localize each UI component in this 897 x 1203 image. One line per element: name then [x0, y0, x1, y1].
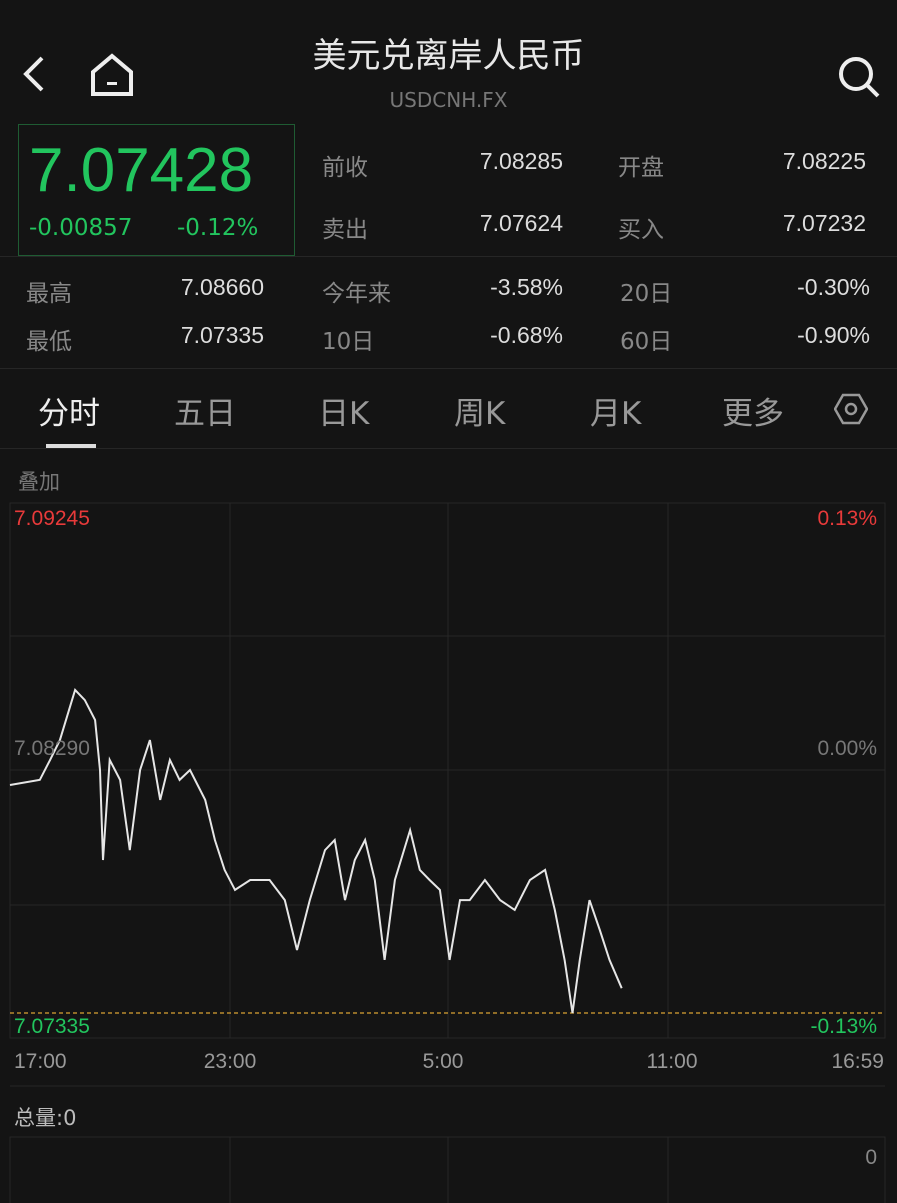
search-button[interactable] [836, 54, 882, 104]
hexagon-settings-icon [833, 393, 869, 425]
tab-0[interactable]: 分时 [38, 396, 100, 432]
price-change-pct: -0.12% [177, 215, 259, 241]
stat-value: -3.58% [490, 274, 563, 300]
divider [0, 256, 897, 257]
stat-label: 最低 [26, 329, 72, 355]
stat-label: 20日 [620, 281, 673, 307]
stat-label: 卖出 [322, 217, 368, 243]
search-icon [839, 57, 880, 98]
x-tick: 16:59 [831, 1050, 884, 1073]
stat-value: 7.08225 [782, 148, 866, 174]
tab-1[interactable]: 五日 [174, 396, 236, 432]
stat-value: 7.08660 [180, 274, 264, 300]
pct-label-mid: 0.00% [817, 737, 877, 760]
symbol-code: USDCNH.FX [389, 88, 508, 112]
tab-3[interactable]: 周K [454, 396, 506, 432]
home-button[interactable] [88, 52, 136, 100]
page-title: 美元兑离岸人民币 [312, 36, 585, 76]
home-icon [91, 53, 133, 96]
stat-value: 7.07232 [782, 210, 866, 236]
volume-axis-max: 0 [865, 1146, 877, 1169]
y-label-top: 7.09245 [14, 507, 90, 530]
x-tick: 23:00 [204, 1050, 257, 1073]
volume-chart [9, 1136, 886, 1203]
stat-label: 开盘 [618, 155, 664, 181]
back-button[interactable] [18, 52, 48, 96]
stat-value: -0.30% [797, 274, 870, 300]
tab-5[interactable]: 更多 [722, 396, 784, 432]
stat-label: 买入 [618, 217, 664, 243]
stat-label: 最高 [26, 281, 72, 307]
last-price: 7.07428 [29, 136, 254, 205]
tab-2[interactable]: 日K [318, 396, 370, 432]
stat-label: 前收 [322, 155, 368, 181]
pct-label-bottom: -0.13% [810, 1015, 877, 1038]
x-tick: 11:00 [647, 1050, 698, 1073]
pct-label-top: 0.13% [817, 507, 877, 530]
tab-4[interactable]: 月K [590, 396, 642, 432]
divider [0, 448, 897, 449]
price-change: -0.00857 [29, 215, 133, 241]
volume-label: 总量:0 [14, 1106, 77, 1130]
stat-value: 7.07624 [479, 210, 563, 236]
stat-value: 7.07335 [180, 322, 264, 348]
chevron-left-icon [23, 56, 44, 92]
stat-value: -0.90% [797, 322, 870, 348]
intraday-chart[interactable]: 7.09245 7.08290 7.07335 0.13% 0.00% -0.13% 17:… [0, 500, 897, 1090]
active-tab-indicator [46, 444, 96, 448]
price-box: 7.07428 -0.00857 -0.12% [18, 124, 295, 256]
stat-label: 60日 [620, 329, 673, 355]
stat-label: 10日 [322, 329, 375, 355]
stat-value: 7.08285 [479, 148, 563, 174]
x-tick: 17:00 [14, 1050, 67, 1073]
stat-label: 今年来 [322, 281, 391, 307]
stat-value: -0.68% [490, 322, 563, 348]
y-label-bottom: 7.07335 [14, 1015, 90, 1038]
price-line [9, 687, 623, 1014]
divider [0, 368, 897, 369]
x-tick: 5:00 [423, 1050, 464, 1073]
overlay-button[interactable]: 叠加 [18, 470, 60, 494]
y-label-mid: 7.08290 [14, 737, 90, 760]
chart-settings-button[interactable] [833, 392, 869, 430]
